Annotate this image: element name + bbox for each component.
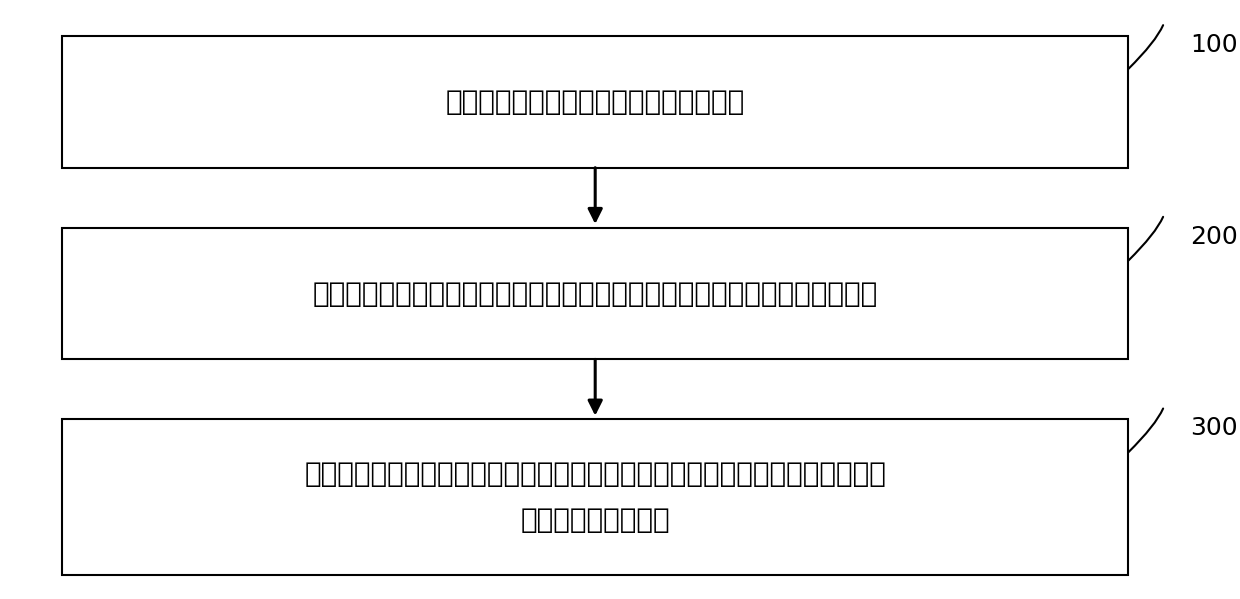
Text: 300: 300 — [1190, 416, 1238, 440]
Text: 根据所述目标地层的多极子阵列声波测井数据，确定对应的挠曲波的衰减因子: 根据所述目标地层的多极子阵列声波测井数据，确定对应的挠曲波的衰减因子 — [312, 280, 878, 307]
Text: 100: 100 — [1190, 33, 1238, 57]
Text: 200: 200 — [1190, 225, 1239, 249]
FancyBboxPatch shape — [62, 228, 1128, 359]
Text: 获取目标地层的多极子阵列声波测井数据: 获取目标地层的多极子阵列声波测井数据 — [445, 88, 745, 116]
FancyBboxPatch shape — [62, 419, 1128, 575]
FancyBboxPatch shape — [62, 36, 1128, 168]
Text: 应用所述挠曲波的衰减因子确定预设频率下的横波衰减因子以根据该横波衰减因
子评价所述目标地层: 应用所述挠曲波的衰减因子确定预设频率下的横波衰减因子以根据该横波衰减因 子评价所… — [304, 461, 887, 534]
